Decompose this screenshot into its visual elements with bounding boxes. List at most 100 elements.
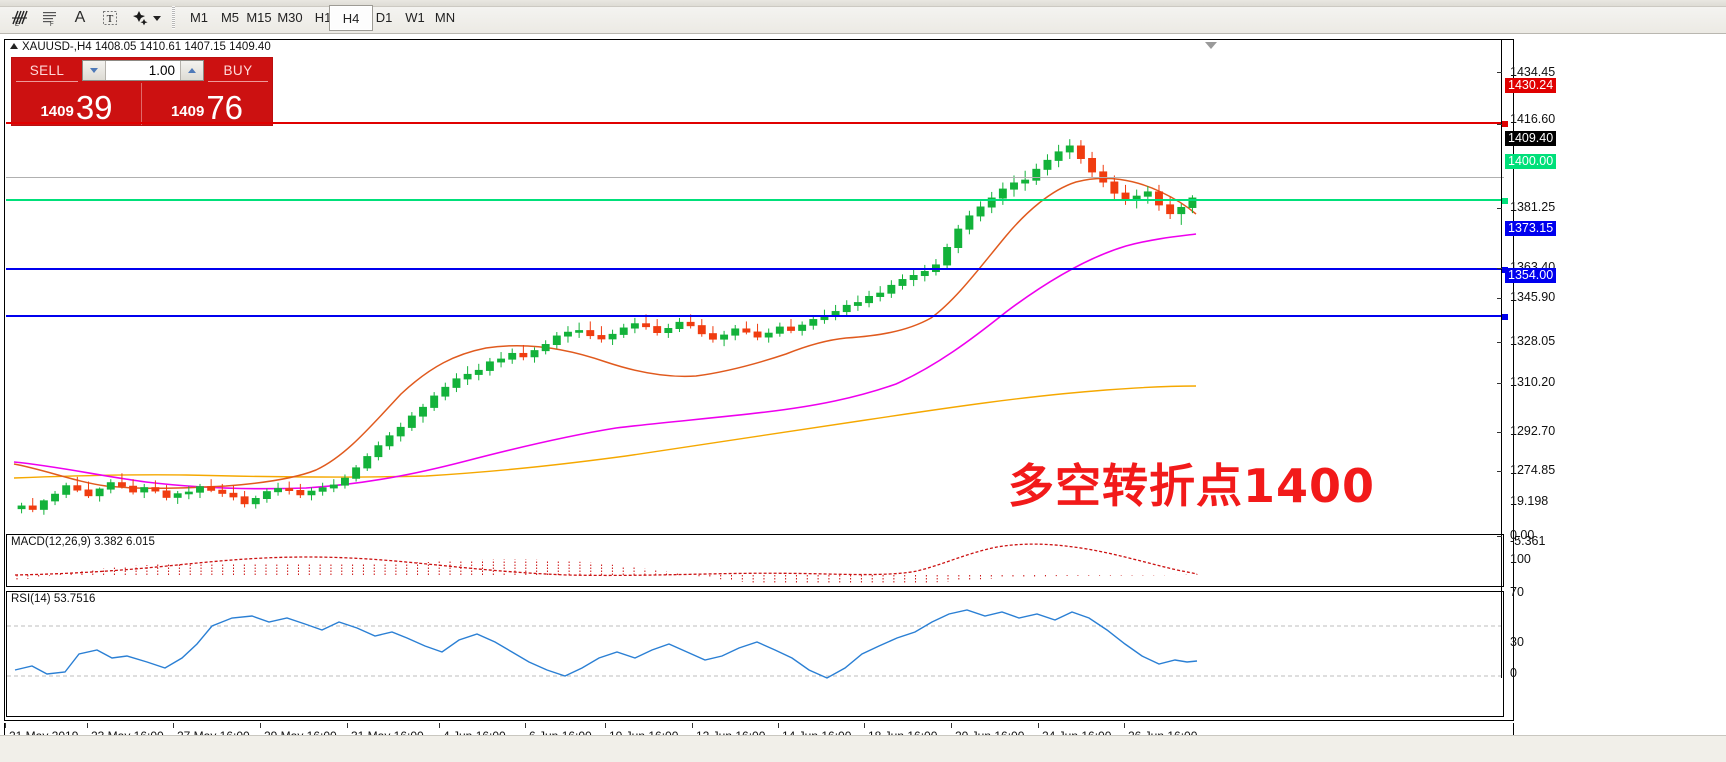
timeframe-m15[interactable]: M15	[246, 9, 272, 25]
buy-price[interactable]: 1409 76	[142, 83, 272, 125]
rsi-tick-label: 30	[1510, 635, 1524, 649]
macd-label: MACD(12,26,9) 3.382 6.015	[11, 536, 155, 548]
chart-collapse-icon[interactable]	[1205, 42, 1217, 49]
price-tick	[1497, 471, 1502, 472]
ma-fast-line	[13, 177, 1197, 490]
price-tick	[1497, 342, 1502, 343]
sell-button[interactable]: SELL	[16, 60, 78, 82]
templates-icon[interactable]: F	[36, 7, 64, 29]
sell-price-prefix: 1409	[40, 103, 74, 120]
price-tick-label: 1416.60	[1510, 112, 1556, 126]
dropdown-arrow-icon[interactable]	[150, 7, 164, 29]
time-tick	[87, 723, 88, 728]
price-pane[interactable]	[6, 120, 1509, 531]
macd-chart-svg	[14, 543, 1198, 584]
price-badge-resistance[interactable]: 1430.24	[1505, 78, 1557, 93]
price-tick-label: 1345.90	[1510, 290, 1556, 304]
lot-size-stepper[interactable]: 1.00	[82, 60, 204, 81]
price-tick	[1497, 72, 1502, 73]
buy-price-prefix: 1409	[170, 103, 205, 120]
pivot-line-1400[interactable]	[6, 197, 1509, 205]
svg-text:E: E	[15, 22, 19, 27]
price-tick	[1497, 298, 1502, 299]
time-tick	[864, 723, 865, 728]
last-price-line	[6, 177, 1504, 178]
rsi-label: RSI(14) 53.7516	[11, 593, 96, 605]
svg-text:T: T	[107, 13, 114, 25]
price-tick	[1497, 268, 1502, 269]
price-tick-label: 1274.85	[1510, 463, 1556, 477]
chart-annotation-text[interactable]: 多空转折点1400	[1008, 459, 1376, 513]
main-toolbar: E F A T M1 M5 M15 M30 H1 H4 D1 W1 MN	[0, 0, 1726, 34]
lot-increase-button[interactable]	[180, 61, 203, 80]
macd-signal-line	[14, 543, 1198, 577]
rsi-tick-label: 100	[1510, 552, 1531, 566]
horizontal-scrollbar[interactable]	[0, 735, 1726, 762]
price-tick	[1497, 124, 1502, 125]
trade-panel-top-row: SELL 1.00 BUY	[12, 58, 272, 83]
text-label-icon[interactable]: A	[74, 9, 86, 26]
timeframe-w1[interactable]: W1	[405, 9, 425, 25]
time-tick	[951, 723, 952, 728]
timeframe-d1[interactable]: D1	[375, 9, 393, 25]
support-line-1373[interactable]	[6, 266, 1509, 274]
time-tick	[778, 723, 779, 728]
time-tick	[439, 723, 440, 728]
price-tick-label: 1328.05	[1510, 334, 1556, 348]
macd-tick-label: -5.361	[1510, 534, 1546, 548]
timeframe-m30[interactable]: M30	[277, 9, 303, 25]
price-tick	[1497, 383, 1502, 384]
chart-header-text: XAUUSD-,H4 1408.05 1410.61 1407.15 1409.…	[22, 41, 271, 53]
macd-pane[interactable]: MACD(12,26,9) 3.382 6.015	[6, 534, 1504, 587]
price-axis-line	[1501, 40, 1502, 678]
timeframe-h1[interactable]: H1	[314, 9, 332, 25]
buy-button[interactable]: BUY	[208, 60, 268, 82]
time-tick	[1038, 723, 1039, 728]
time-tick	[173, 723, 174, 728]
text-box-icon[interactable]: T	[96, 7, 124, 29]
chart-expand-icon[interactable]	[10, 43, 18, 49]
macd-tick	[1497, 536, 1502, 537]
price-tick	[1497, 208, 1502, 209]
toolbar-upper-strip	[0, 0, 1726, 7]
time-tick	[692, 723, 693, 728]
chart-window: XAUUSD-,H4 1408.05 1410.61 1407.15 1409.…	[4, 39, 1514, 721]
sell-price-pips: 39	[75, 89, 113, 126]
timeframe-mn[interactable]: MN	[434, 9, 456, 25]
price-chart-svg	[13, 139, 1197, 515]
sell-price[interactable]: 1409 39	[12, 83, 142, 125]
resistance-line-1430[interactable]	[6, 120, 1509, 128]
lot-decrease-button[interactable]	[83, 61, 106, 80]
timeframe-m1[interactable]: M1	[189, 9, 209, 25]
price-badge-pivot[interactable]: 1400.00	[1505, 154, 1557, 169]
price-badge-last[interactable]: 1409.40	[1505, 131, 1557, 146]
ma-mid-line	[13, 233, 1197, 490]
support-line-1354[interactable]	[6, 313, 1509, 321]
indicators-icon[interactable]: E	[6, 7, 34, 29]
rsi-tick-label: 0	[1510, 666, 1517, 680]
toolbar-separator	[172, 6, 175, 29]
price-tick-label: 1292.70	[1510, 424, 1556, 438]
time-tick	[260, 723, 261, 728]
svg-text:F: F	[50, 22, 54, 27]
rsi-pane[interactable]: RSI(14) 53.7516	[6, 591, 1504, 717]
price-badge-support-1[interactable]: 1373.15	[1505, 221, 1557, 236]
time-tick	[605, 723, 606, 728]
one-click-trade-panel: SELL 1.00 BUY 1409 39 1409 76	[11, 57, 273, 126]
objects-icon[interactable]	[126, 7, 154, 29]
macd-histogram	[16, 559, 1198, 584]
chart-header: XAUUSD-,H4 1408.05 1410.61 1407.15 1409.…	[5, 40, 1513, 54]
time-tick	[347, 723, 348, 728]
lot-size-value[interactable]: 1.00	[148, 63, 175, 78]
ma-slow-line	[13, 385, 1197, 479]
timeframe-h4[interactable]: H4	[329, 5, 373, 31]
price-tick-label: 1381.25	[1510, 200, 1556, 214]
time-tick	[1124, 723, 1125, 728]
rsi-line	[14, 609, 1198, 679]
price-tick-label: 1434.45	[1510, 65, 1556, 79]
time-tick	[525, 723, 526, 728]
timeframe-m5[interactable]: M5	[220, 9, 240, 25]
price-tick	[1497, 432, 1502, 433]
macd-tick-label: 0.00	[1510, 528, 1535, 542]
price-badge-support-2[interactable]: 1354.00	[1505, 268, 1557, 283]
